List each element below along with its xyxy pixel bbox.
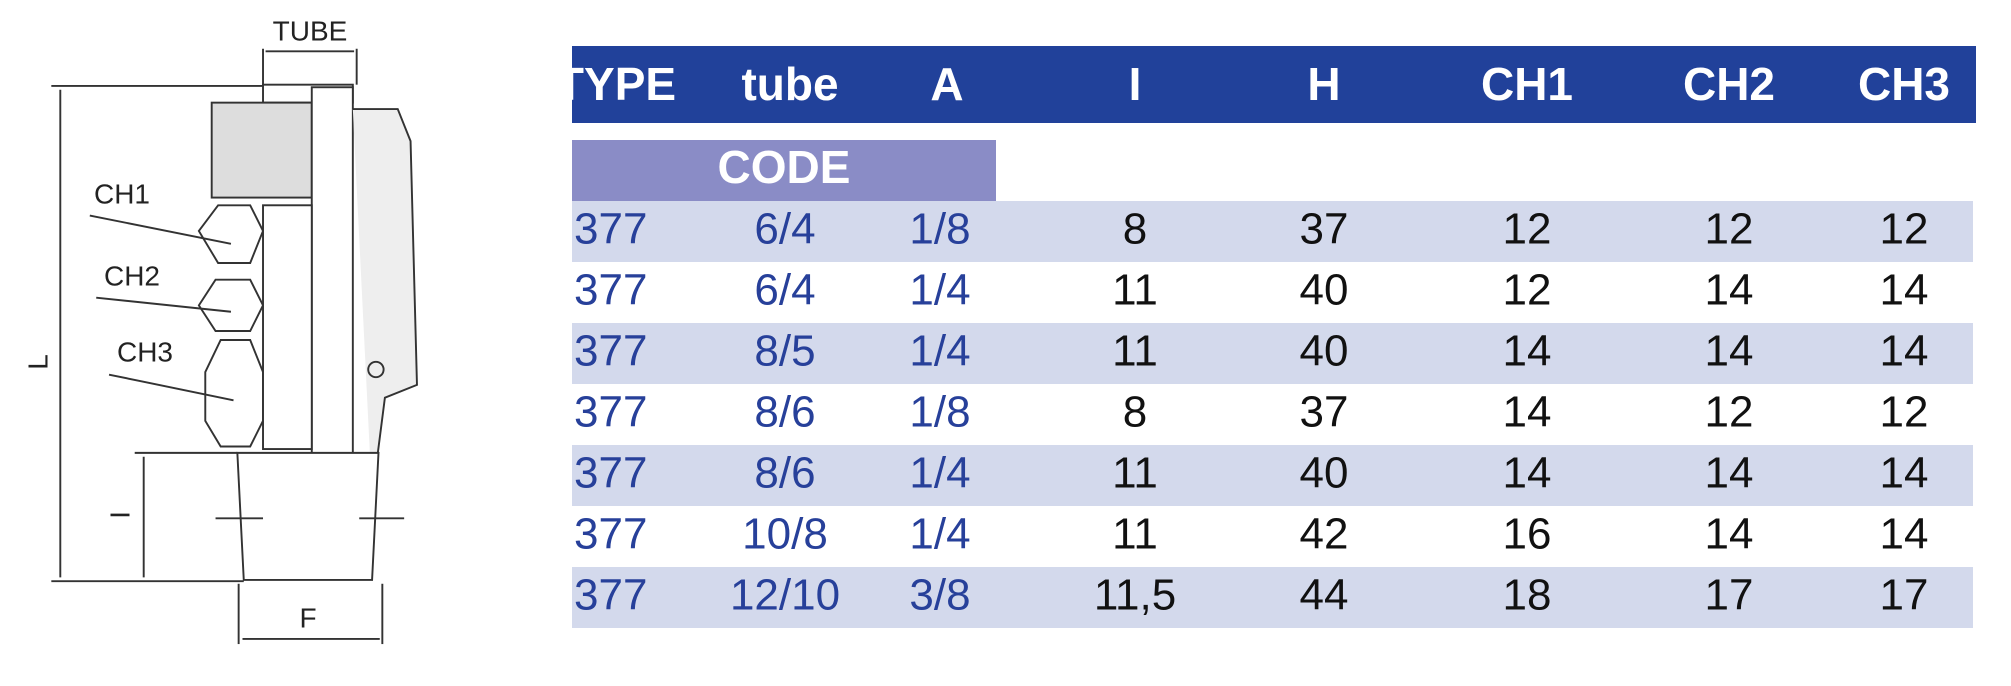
column-header: H <box>1307 58 1340 110</box>
label-tube: TUBE <box>273 15 348 46</box>
column-header: CH3 <box>1858 58 1950 110</box>
table-cell: 18 <box>1503 571 1552 620</box>
label-l: L <box>22 354 53 370</box>
table-cell: 14 <box>1705 449 1754 498</box>
table-cell: 377 <box>574 388 647 437</box>
table-cell: 37 <box>1300 205 1349 254</box>
table-cell: 377 <box>574 205 647 254</box>
table-cell: 8/6 <box>754 388 815 437</box>
table-cell: 40 <box>1300 327 1349 376</box>
row-band <box>572 567 1973 628</box>
table-cell: 12 <box>1705 388 1754 437</box>
fitting-drawing <box>51 48 418 645</box>
table-cell: 8/5 <box>754 327 815 376</box>
table-cell: 14 <box>1705 327 1754 376</box>
table-cell: 1/8 <box>909 205 970 254</box>
column-header: CH1 <box>1481 58 1573 110</box>
table-cell: 14 <box>1705 510 1754 559</box>
column-header: tube <box>741 58 838 110</box>
label-i: I <box>104 511 135 519</box>
table-cell: 12 <box>1705 205 1754 254</box>
table-cell: 1/4 <box>909 449 970 498</box>
table-cell: 14 <box>1503 449 1552 498</box>
table-cell: 12 <box>1503 266 1552 315</box>
table-cell: 377 <box>574 571 647 620</box>
table-cell: 1/4 <box>909 266 970 315</box>
table-cell: 11 <box>1112 510 1158 559</box>
header-bar <box>572 46 1976 123</box>
table-cell: 377 <box>574 449 647 498</box>
table-cell: 6/4 <box>754 266 815 315</box>
table-cell: 1/4 <box>909 510 970 559</box>
column-header: I <box>1129 58 1142 110</box>
label-f: F <box>299 602 316 633</box>
table-cell: 12 <box>1503 205 1552 254</box>
table-cell: 14 <box>1880 449 1929 498</box>
table-cell: 11,5 <box>1094 571 1176 620</box>
table-cell: 17 <box>1880 571 1929 620</box>
table-cell: 44 <box>1300 571 1349 620</box>
table-cell: 14 <box>1880 266 1929 315</box>
table-cell: 37 <box>1300 388 1349 437</box>
table-cell: 11 <box>1112 327 1158 376</box>
table-cell: 1/4 <box>909 327 970 376</box>
table-cell: 12/10 <box>730 571 840 620</box>
table-cell: 11 <box>1112 266 1158 315</box>
label-ch1: CH1 <box>94 178 150 209</box>
table-cell: 40 <box>1300 266 1349 315</box>
table-cell: 14 <box>1880 510 1929 559</box>
technical-drawing: TUBE CH1 CH2 CH3 L I F <box>22 15 418 645</box>
label-ch3: CH3 <box>117 336 173 367</box>
table-cell: 14 <box>1503 388 1552 437</box>
table-cell: 16 <box>1503 510 1552 559</box>
table-cell: 377 <box>574 266 647 315</box>
column-header: CH2 <box>1683 58 1775 110</box>
table-cell: 42 <box>1300 510 1349 559</box>
code-label: CODE <box>718 141 851 193</box>
row-band <box>572 201 1973 262</box>
table-cell: 6/4 <box>754 205 815 254</box>
table-cell: 377 <box>574 327 647 376</box>
table-cell: 377 <box>574 510 647 559</box>
row-band <box>572 323 1973 384</box>
table-cell: 8 <box>1123 388 1147 437</box>
table-cell: 8 <box>1123 205 1147 254</box>
table-cell: 12 <box>1880 388 1929 437</box>
table-cell: 14 <box>1503 327 1552 376</box>
table-cell: 14 <box>1705 266 1754 315</box>
code-bar <box>572 140 996 201</box>
table-cell: 10/8 <box>742 510 828 559</box>
table-cell: 11 <box>1112 449 1158 498</box>
column-header: TYPE <box>556 58 676 110</box>
table-cell: 12 <box>1880 205 1929 254</box>
table-cell: 40 <box>1300 449 1349 498</box>
table-cell: 1/8 <box>909 388 970 437</box>
label-ch2: CH2 <box>104 260 160 291</box>
table-cell: 17 <box>1705 571 1754 620</box>
table-cell: 8/6 <box>754 449 815 498</box>
row-band <box>572 445 1973 506</box>
table-cell: 3/8 <box>909 571 970 620</box>
column-header: A <box>930 58 963 110</box>
table-cell: 14 <box>1880 327 1929 376</box>
